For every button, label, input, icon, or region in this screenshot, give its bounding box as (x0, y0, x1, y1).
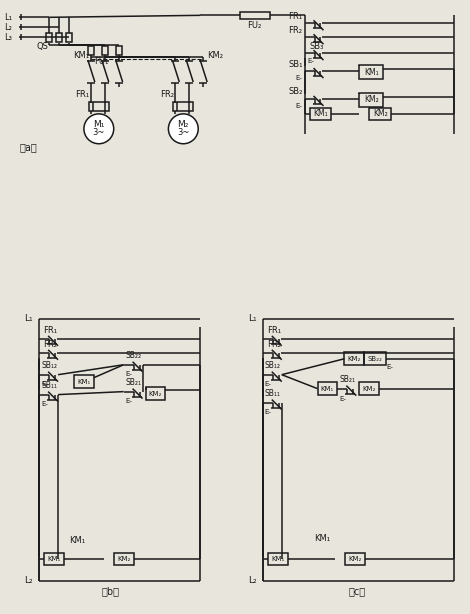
Text: SB₂₁: SB₂₁ (125, 378, 141, 387)
Text: KM₁: KM₁ (364, 68, 378, 77)
Text: M₁: M₁ (93, 120, 104, 130)
Text: L₂: L₂ (4, 23, 12, 32)
Text: E-: E- (296, 75, 303, 81)
Bar (46, 33, 52, 42)
Text: KM₂: KM₂ (373, 109, 387, 119)
Text: KM₁: KM₁ (314, 534, 330, 543)
Text: E-: E- (307, 58, 314, 64)
Text: KM₂: KM₂ (149, 391, 162, 397)
Circle shape (84, 114, 114, 144)
Text: L₁: L₁ (24, 314, 33, 324)
Text: KM₂: KM₂ (348, 356, 361, 362)
Text: FR₁: FR₁ (75, 90, 89, 99)
Text: SB₁₁: SB₁₁ (41, 381, 57, 390)
Text: FR₂: FR₂ (289, 26, 303, 35)
Text: KM₂: KM₂ (362, 386, 376, 392)
Bar (310, 108, 331, 120)
Text: FR₁: FR₁ (289, 12, 303, 21)
Text: E-: E- (41, 381, 48, 387)
Text: E-: E- (125, 371, 133, 377)
Text: L₁: L₁ (4, 13, 12, 22)
Text: E-: E- (296, 103, 303, 109)
Text: L₂: L₂ (248, 577, 257, 585)
Text: SB₃: SB₃ (310, 42, 324, 51)
Bar (369, 108, 391, 120)
Text: E-: E- (41, 400, 48, 406)
Text: M₂: M₂ (178, 120, 189, 130)
Bar (268, 553, 288, 565)
Bar (359, 93, 383, 107)
Text: KM₂: KM₂ (349, 556, 362, 562)
Text: E-: E- (265, 408, 272, 414)
Text: SB₂: SB₂ (288, 87, 303, 96)
Text: KM₁: KM₁ (69, 537, 85, 545)
Bar (345, 553, 365, 565)
Bar (240, 12, 270, 19)
Text: SB₁₂: SB₁₂ (265, 361, 281, 370)
Bar (89, 103, 109, 111)
Bar (359, 65, 383, 79)
Bar (359, 382, 379, 395)
Text: E-: E- (125, 398, 133, 403)
Text: FR₁: FR₁ (43, 327, 57, 335)
Text: SB₁₂: SB₁₂ (41, 361, 57, 370)
Circle shape (168, 114, 198, 144)
Text: （c）: （c） (349, 586, 366, 596)
Bar (114, 553, 133, 565)
Bar (44, 553, 64, 565)
Text: SB₂₂: SB₂₂ (368, 356, 383, 362)
Bar (56, 33, 62, 42)
Text: FR₂: FR₂ (267, 340, 281, 349)
Text: KM₁: KM₁ (271, 556, 284, 562)
Bar (345, 352, 364, 365)
Text: FR₂: FR₂ (43, 340, 57, 349)
Bar (66, 33, 72, 42)
Bar (102, 45, 108, 55)
Text: KM₁: KM₁ (47, 556, 61, 562)
Text: L₃: L₃ (4, 33, 12, 42)
Text: 3~: 3~ (93, 128, 105, 138)
Text: FR₂: FR₂ (160, 90, 174, 99)
Text: KM₁: KM₁ (313, 109, 328, 119)
Text: L₁: L₁ (248, 314, 257, 324)
Text: SB₁: SB₁ (288, 60, 303, 69)
Text: L₂: L₂ (24, 577, 33, 585)
Text: KM₁: KM₁ (73, 50, 89, 60)
Text: KM₂: KM₂ (117, 556, 130, 562)
Text: SB₂₂: SB₂₂ (125, 351, 142, 360)
Text: E-: E- (265, 381, 272, 387)
Text: SB₁₁: SB₁₁ (265, 389, 281, 398)
Text: （b）: （b） (102, 586, 120, 596)
Bar (116, 45, 122, 55)
Text: KM₂: KM₂ (207, 50, 223, 60)
Text: 3~: 3~ (177, 128, 189, 138)
Text: KM₂: KM₂ (364, 95, 378, 104)
Text: KM₁: KM₁ (77, 379, 91, 384)
Text: FU₂: FU₂ (247, 21, 261, 30)
Text: E-: E- (386, 363, 393, 370)
Bar (318, 382, 337, 395)
Text: FR₁: FR₁ (267, 327, 281, 335)
Text: （a）: （a） (19, 142, 37, 152)
Bar (88, 45, 94, 55)
Text: QS: QS (36, 42, 48, 51)
Bar (364, 352, 386, 365)
Text: KM₁: KM₁ (321, 386, 334, 392)
Text: FU₁: FU₁ (94, 56, 108, 66)
Bar (173, 103, 193, 111)
Text: E-: E- (339, 395, 346, 402)
Text: SB₂₁: SB₂₁ (339, 375, 355, 384)
Bar (146, 387, 165, 400)
Bar (74, 375, 94, 387)
